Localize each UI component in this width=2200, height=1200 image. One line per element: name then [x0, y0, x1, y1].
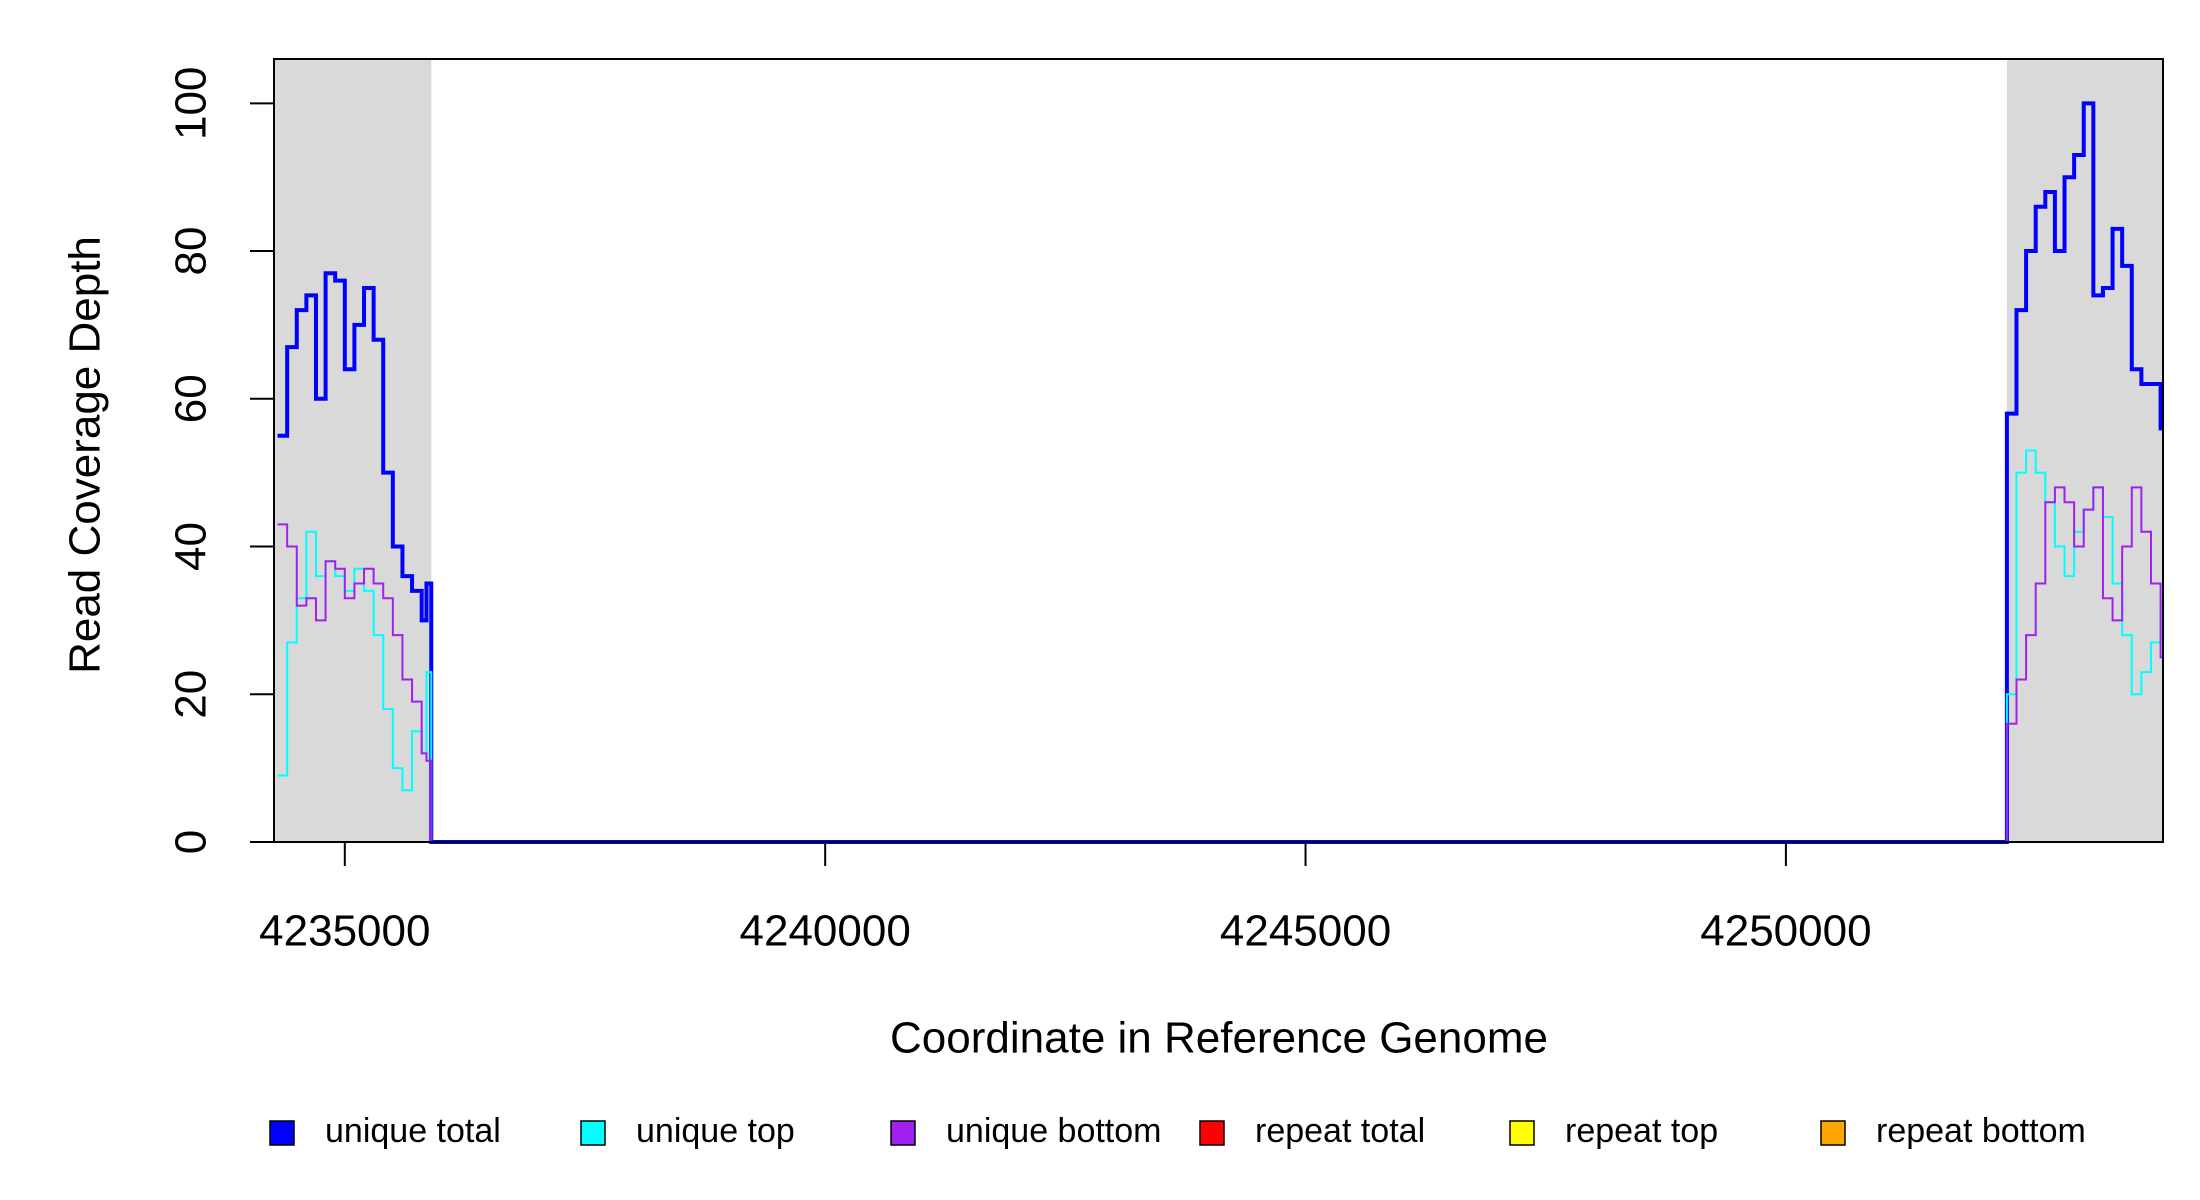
legend-swatch	[890, 1120, 916, 1146]
y-tick-label: 40	[167, 522, 216, 571]
legend-label: unique bottom	[946, 1112, 1162, 1150]
shaded-region	[274, 59, 432, 842]
x-tick-label: 4235000	[259, 907, 430, 956]
y-tick-label: 100	[167, 67, 216, 140]
y-tick-label: 80	[167, 227, 216, 276]
plot-frame	[273, 58, 2164, 843]
legend-label: unique top	[636, 1112, 795, 1150]
legend-swatch	[1509, 1120, 1535, 1146]
legend-label: repeat bottom	[1876, 1112, 2086, 1150]
y-axis-label: Read Coverage Depth	[61, 236, 110, 674]
legend-swatch	[1199, 1120, 1225, 1146]
legend-item: repeat bottom	[1820, 1112, 2086, 1150]
y-tick-label: 60	[167, 374, 216, 423]
legend-item: repeat top	[1509, 1112, 1718, 1150]
legend-item: unique bottom	[890, 1112, 1162, 1150]
series-line	[277, 486, 2163, 843]
legend-swatch	[1820, 1120, 1846, 1146]
legend-item: repeat total	[1199, 1112, 1425, 1150]
series-line	[277, 449, 2163, 843]
legend-label: repeat top	[1565, 1112, 1718, 1150]
legend-swatch	[580, 1120, 606, 1146]
x-tick-label: 4245000	[1220, 907, 1391, 956]
x-axis-label: Coordinate in Reference Genome	[890, 1014, 1548, 1063]
y-tick-label: 20	[167, 670, 216, 719]
legend-item: unique top	[580, 1112, 795, 1150]
legend-swatch	[269, 1120, 295, 1146]
legend-item: unique total	[269, 1112, 501, 1150]
legend-label: unique total	[325, 1112, 501, 1150]
series-line	[277, 101, 2163, 844]
x-tick-label: 4250000	[1700, 907, 1871, 956]
y-tick-label: 0	[167, 830, 216, 854]
legend-label: repeat total	[1255, 1112, 1425, 1150]
x-tick-label: 4240000	[740, 907, 911, 956]
